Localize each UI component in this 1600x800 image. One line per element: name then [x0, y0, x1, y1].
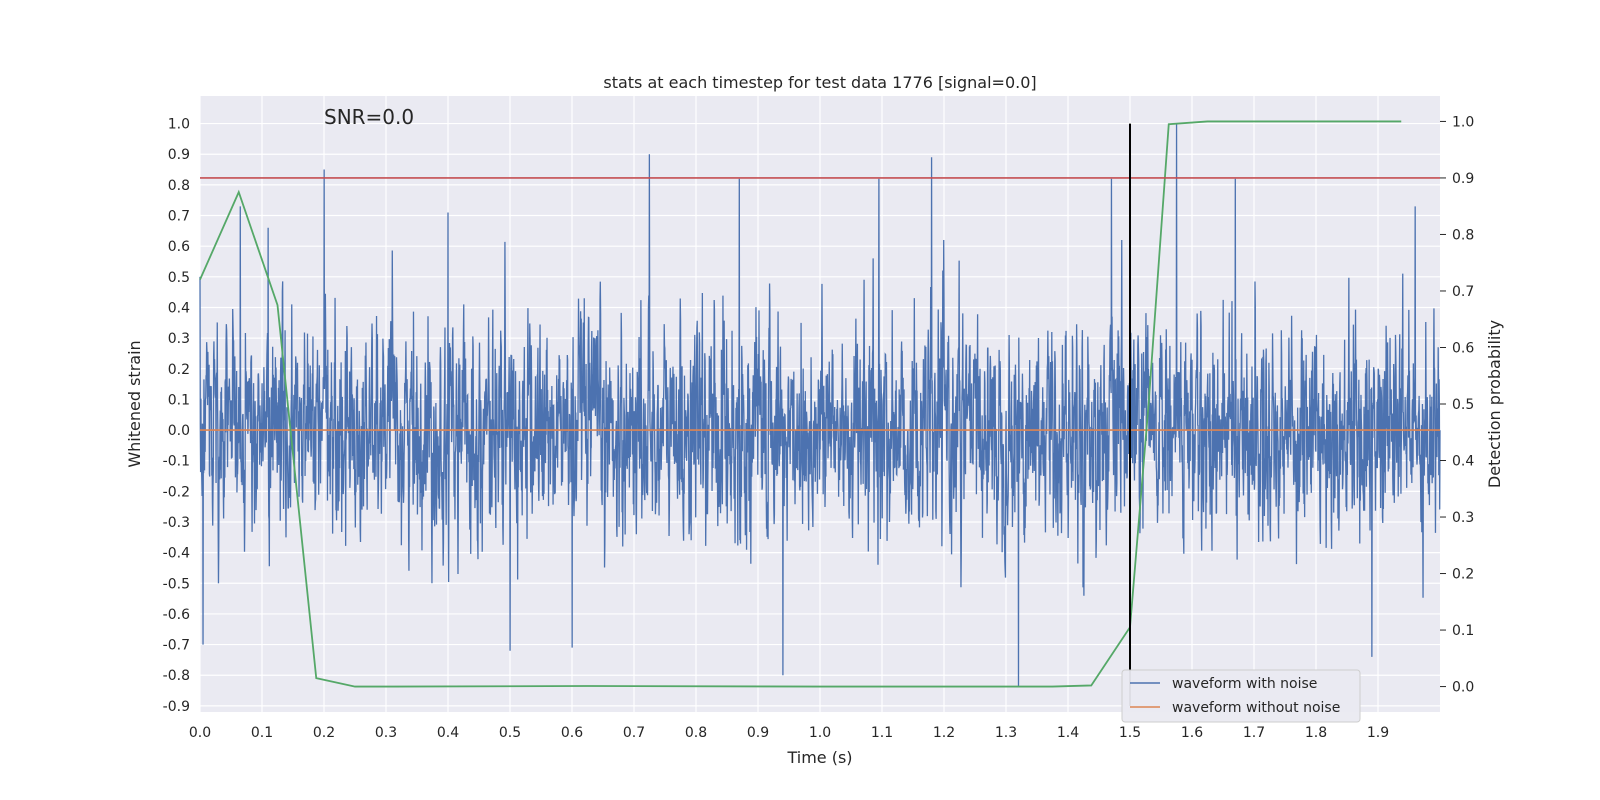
y-tick-label: -0.1: [163, 454, 190, 470]
y2-tick-label: 1.0: [1452, 114, 1474, 130]
y-tick-label: -0.8: [163, 668, 190, 684]
x-tick-label: 0.2: [313, 725, 335, 741]
x-axis-ticks: 0.0 0.1 0.2 0.3 0.4 0.5 0.6 0.7 0.8 0.9 1.0 1.1 1.2 1…: [189, 725, 1389, 741]
x-tick-label: 0.5: [499, 725, 521, 741]
y-tick-label: 0.7: [168, 209, 190, 225]
y-tick-label: -0.3: [163, 515, 190, 531]
x-tick-label: 1.6: [1181, 725, 1203, 741]
y2-tick-label: 0.2: [1452, 567, 1474, 583]
y2-axis-ticks: 0.0 0.1 0.2 0.3 0.4 0.5 0.6 0.7 0.8 0.9 1.0: [1440, 114, 1474, 696]
x-tick-label: 1.4: [1057, 725, 1079, 741]
legend: waveform with noise waveform without noi…: [1121, 669, 1361, 723]
waveform-with-noise-line: [199, 123, 1441, 688]
y-tick-label: -0.9: [163, 699, 190, 715]
x-tick-label: 1.2: [933, 725, 955, 741]
snr-annotation: SNR=0.0: [324, 105, 414, 129]
y-axis-title: Whitened strain: [125, 340, 144, 467]
x-tick-label: 1.5: [1119, 725, 1141, 741]
legend-label-waveform-without-noise: waveform without noise: [1172, 700, 1340, 716]
x-tick-label: 0.0: [189, 725, 211, 741]
y-tick-label: -0.7: [163, 638, 190, 654]
x-tick-label: 0.7: [623, 725, 645, 741]
y-tick-label: -0.5: [163, 576, 190, 592]
y-tick-label: 0.2: [168, 362, 190, 378]
y-tick-label: 1.0: [168, 117, 190, 133]
x-tick-label: 0.1: [251, 725, 273, 741]
legend-label-waveform-with-noise: waveform with noise: [1172, 676, 1317, 692]
y2-tick-label: 0.1: [1452, 623, 1474, 639]
y-tick-label: 0.8: [168, 178, 190, 194]
y-tick-label: 0.3: [168, 331, 190, 347]
x-tick-label: 0.4: [437, 725, 459, 741]
legend-box: [1121, 669, 1361, 723]
y-tick-label: -0.2: [163, 484, 190, 500]
y2-axis-title: Detection probability: [1485, 320, 1504, 488]
y-tick-label: 0.1: [168, 392, 190, 408]
y2-tick-label: 0.0: [1452, 680, 1474, 696]
y-tick-label: 0.6: [168, 239, 190, 255]
y2-tick-label: 0.7: [1452, 284, 1474, 300]
y-tick-label: 0.5: [168, 270, 190, 286]
x-tick-label: 1.1: [871, 725, 893, 741]
y-axis-ticks: -0.9 -0.8 -0.7 -0.6 -0.5 -0.4 -0.3 -0.2 -0.1 0.0 0…: [163, 117, 190, 715]
x-tick-label: 0.9: [747, 725, 769, 741]
x-tick-label: 0.3: [375, 725, 397, 741]
y-tick-label: 0.4: [168, 300, 190, 316]
series-detection-probability: [199, 120, 1402, 688]
series-waveform-with-noise: [199, 123, 1441, 688]
x-tick-label: 1.3: [995, 725, 1017, 741]
chart-title: stats at each timestep for test data 177…: [603, 73, 1036, 92]
x-tick-label: 1.7: [1243, 725, 1265, 741]
y2-tick-label: 0.3: [1452, 510, 1474, 526]
y-tick-label: -0.6: [163, 607, 190, 623]
y-tick-label: 0.0: [168, 423, 190, 439]
x-tick-label: 1.9: [1367, 725, 1389, 741]
detection-probability-line: [199, 120, 1402, 688]
x-tick-label: 1.0: [809, 725, 831, 741]
y2-tick-label: 0.6: [1452, 340, 1474, 356]
y2-tick-label: 0.4: [1452, 454, 1474, 470]
y2-tick-label: 0.8: [1452, 227, 1474, 243]
y2-tick-label: 0.9: [1452, 171, 1474, 187]
x-tick-label: 0.6: [561, 725, 583, 741]
x-axis-title: Time (s): [786, 748, 852, 767]
x-tick-label: 1.8: [1305, 725, 1327, 741]
y-tick-label: 0.9: [168, 147, 190, 163]
x-tick-label: 0.8: [685, 725, 707, 741]
y2-tick-label: 0.5: [1452, 397, 1474, 413]
y-tick-label: -0.4: [163, 546, 190, 562]
